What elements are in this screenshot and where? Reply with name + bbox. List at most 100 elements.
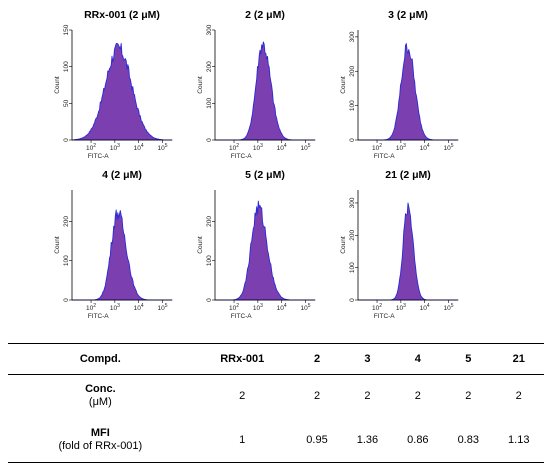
x-tick-label: 102 <box>86 303 96 312</box>
y-tick-label: 100 <box>206 255 213 266</box>
header-3: 3 <box>342 343 393 375</box>
panel-title: RRx-001 (2 μM) <box>84 9 160 21</box>
conc-unit: (μM) <box>88 396 112 408</box>
x-tick-label: 105 <box>443 143 453 152</box>
table-row-conc: Conc. (μM) 2 2 2 2 2 2 <box>8 375 544 418</box>
y-tick-label: 200 <box>349 65 356 76</box>
x-tick-label: 104 <box>134 303 144 312</box>
y-tick-label: 100 <box>63 61 70 72</box>
histogram-panel: 3 (2 μM) 0 100 200 300 Count 102 103 104 105 FITC-… <box>340 9 459 160</box>
y-tick-label: 50 <box>63 99 70 107</box>
panel-title: 4 (2 μM) <box>102 169 142 181</box>
header-4: 4 <box>392 343 444 375</box>
header-5: 5 <box>443 343 494 375</box>
y-tick-label: 150 <box>63 24 70 35</box>
conc-cell: 2 <box>313 390 321 402</box>
x-axis-label: FITC-A <box>88 153 110 160</box>
x-tick-label: 103 <box>396 143 406 152</box>
y-tick-label: 0 <box>349 138 356 142</box>
y-tick-label: 200 <box>206 61 213 72</box>
y-tick-label: 0 <box>206 298 213 302</box>
y-tick-label: 300 <box>206 24 213 35</box>
conc-cell: 2 <box>364 390 371 402</box>
y-axis-label: Count <box>340 76 347 94</box>
histogram-panel: RRx-001 (2 μM) 0 50 100 150 Count 102 103 104 105… <box>54 9 173 160</box>
x-tick-label: 102 <box>229 143 239 152</box>
row-label-conc: Conc. (μM) <box>8 375 193 418</box>
x-tick-label: 102 <box>229 303 239 312</box>
y-axis-label: Count <box>54 76 61 94</box>
x-axis-label: FITC-A <box>88 313 110 320</box>
x-tick-label: 103 <box>110 143 120 152</box>
y-tick-label: 0 <box>63 138 70 142</box>
header-21: 21 <box>493 343 544 375</box>
header-compd: Compd. <box>8 343 193 375</box>
row-label-mfi: MFI (fold of RRx-001) <box>8 417 193 463</box>
y-tick-label: 0 <box>206 138 213 142</box>
y-axis-label: Count <box>197 236 204 254</box>
histogram-area <box>71 42 173 141</box>
histogram-panel: 2 (2 μM) 0 100 200 300 Count 102 103 104 105 FITC-… <box>197 9 316 160</box>
histogram-area <box>214 41 316 141</box>
y-axis-label: Count <box>340 236 347 254</box>
histogram-panel: 4 (2 μM) 0 100 200 Count 102 103 104 105 FITC-A <box>54 169 173 320</box>
x-tick-label: 104 <box>420 303 430 312</box>
x-axis-label: FITC-A <box>374 153 396 160</box>
y-tick-label: 300 <box>349 197 356 208</box>
x-tick-label: 103 <box>253 143 263 152</box>
histogram-area <box>357 43 459 141</box>
conc-cell: 2 <box>414 390 421 402</box>
x-axis-label: FITC-A <box>231 313 253 320</box>
x-tick-label: 104 <box>277 303 287 312</box>
table-header-row: Compd. RRx-001 2 3 4 5 21 <box>8 343 544 375</box>
header-2: 2 <box>291 343 343 375</box>
x-tick-label: 105 <box>300 303 310 312</box>
header-rrx-001: RRx-001 <box>192 343 292 375</box>
x-tick-label: 103 <box>396 303 406 312</box>
x-tick-label: 104 <box>420 143 430 152</box>
x-tick-label: 105 <box>443 303 453 312</box>
conc-cell: 2 <box>515 390 522 402</box>
mfi-cell: 0.86 <box>392 417 444 463</box>
histogram-panel: 5 (2 μM) 0 100 200 Count 102 103 104 105 FITC-A <box>197 169 316 320</box>
histogram-area <box>214 200 316 301</box>
histogram-grid: RRx-001 (2 μM) 0 50 100 150 Count 102 103 104 105… <box>54 9 459 320</box>
y-tick-label: 300 <box>349 31 356 42</box>
x-tick-label: 102 <box>372 143 382 152</box>
y-tick-label: 0 <box>63 298 70 302</box>
panel-title: 21 (2 μM) <box>385 169 431 181</box>
y-tick-label: 200 <box>349 229 356 240</box>
x-tick-label: 105 <box>300 143 310 152</box>
panel-title: 2 (2 μM) <box>245 9 285 21</box>
x-tick-label: 102 <box>86 143 96 152</box>
x-axis-label: FITC-A <box>374 313 396 320</box>
y-tick-label: 100 <box>206 98 213 109</box>
y-axis-label: Count <box>197 76 204 94</box>
x-tick-label: 105 <box>157 303 167 312</box>
mfi-cell: 1.36 <box>342 417 393 463</box>
y-tick-label: 0 <box>349 298 356 302</box>
y-tick-label: 200 <box>206 216 213 227</box>
x-tick-label: 103 <box>253 303 263 312</box>
histogram-panel: 21 (2 μM) 0 100 200 300 Count 102 103 104 105 FITC… <box>340 169 459 320</box>
x-tick-label: 105 <box>157 143 167 152</box>
x-tick-label: 104 <box>134 143 144 152</box>
histogram-area <box>71 209 173 301</box>
mfi-unit: (fold of RRx-001) <box>58 439 143 452</box>
conc-cell: 2 <box>465 390 472 402</box>
mfi-label: MFI <box>90 426 110 439</box>
summary-table: Compd. RRx-001 2 3 4 5 21 Conc. (μM) 2 2 … <box>8 343 544 463</box>
histogram-area <box>357 202 459 301</box>
x-axis-label: FITC-A <box>231 153 253 160</box>
y-tick-label: 100 <box>63 255 70 266</box>
mfi-cell: 1.13 <box>493 417 544 463</box>
panel-title: 5 (2 μM) <box>245 169 285 181</box>
x-tick-label: 102 <box>372 303 382 312</box>
y-axis-label: Count <box>54 236 61 254</box>
panel-title: 3 (2 μM) <box>388 9 428 21</box>
y-tick-label: 100 <box>349 262 356 273</box>
conc-cell: 2 <box>239 390 246 402</box>
mfi-cell: 0.95 <box>291 417 343 463</box>
y-tick-label: 200 <box>63 216 70 227</box>
y-tick-label: 100 <box>349 100 356 111</box>
